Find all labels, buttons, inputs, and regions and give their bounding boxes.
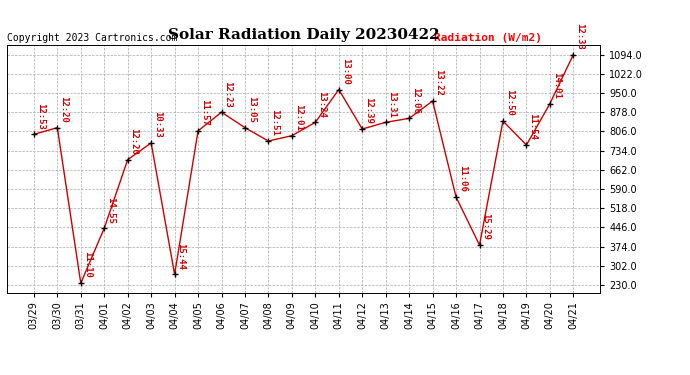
- Text: Radiation (W/m2): Radiation (W/m2): [434, 33, 542, 42]
- Title: Solar Radiation Daily 20230422: Solar Radiation Daily 20230422: [168, 28, 440, 42]
- Text: 12:50: 12:50: [505, 89, 514, 116]
- Text: 14:55: 14:55: [106, 196, 115, 223]
- Text: 11:54: 11:54: [529, 113, 538, 140]
- Text: 13:00: 13:00: [341, 58, 350, 85]
- Text: 14:01: 14:01: [552, 72, 561, 99]
- Text: 11:57: 11:57: [200, 99, 209, 126]
- Text: 12:39: 12:39: [364, 98, 373, 124]
- Text: 12:23: 12:23: [224, 81, 233, 107]
- Text: 12:53: 12:53: [36, 103, 45, 129]
- Text: 12:33: 12:33: [575, 23, 584, 50]
- Text: 11:10: 11:10: [83, 252, 92, 278]
- Text: 13:31: 13:31: [388, 91, 397, 117]
- Text: 10:33: 10:33: [153, 111, 162, 138]
- Text: 15:29: 15:29: [482, 213, 491, 240]
- Text: 12:51: 12:51: [270, 110, 279, 136]
- Text: 11:06: 11:06: [458, 165, 467, 192]
- Text: 12:20: 12:20: [59, 96, 68, 123]
- Text: 15:44: 15:44: [177, 243, 186, 270]
- Text: 12:06: 12:06: [411, 87, 420, 114]
- Text: 12:20: 12:20: [130, 128, 139, 155]
- Text: 13:24: 13:24: [317, 91, 326, 117]
- Text: Copyright 2023 Cartronics.com: Copyright 2023 Cartronics.com: [7, 33, 177, 42]
- Text: 13:22: 13:22: [435, 69, 444, 96]
- Text: 13:05: 13:05: [247, 96, 256, 123]
- Text: 12:01: 12:01: [294, 104, 303, 131]
